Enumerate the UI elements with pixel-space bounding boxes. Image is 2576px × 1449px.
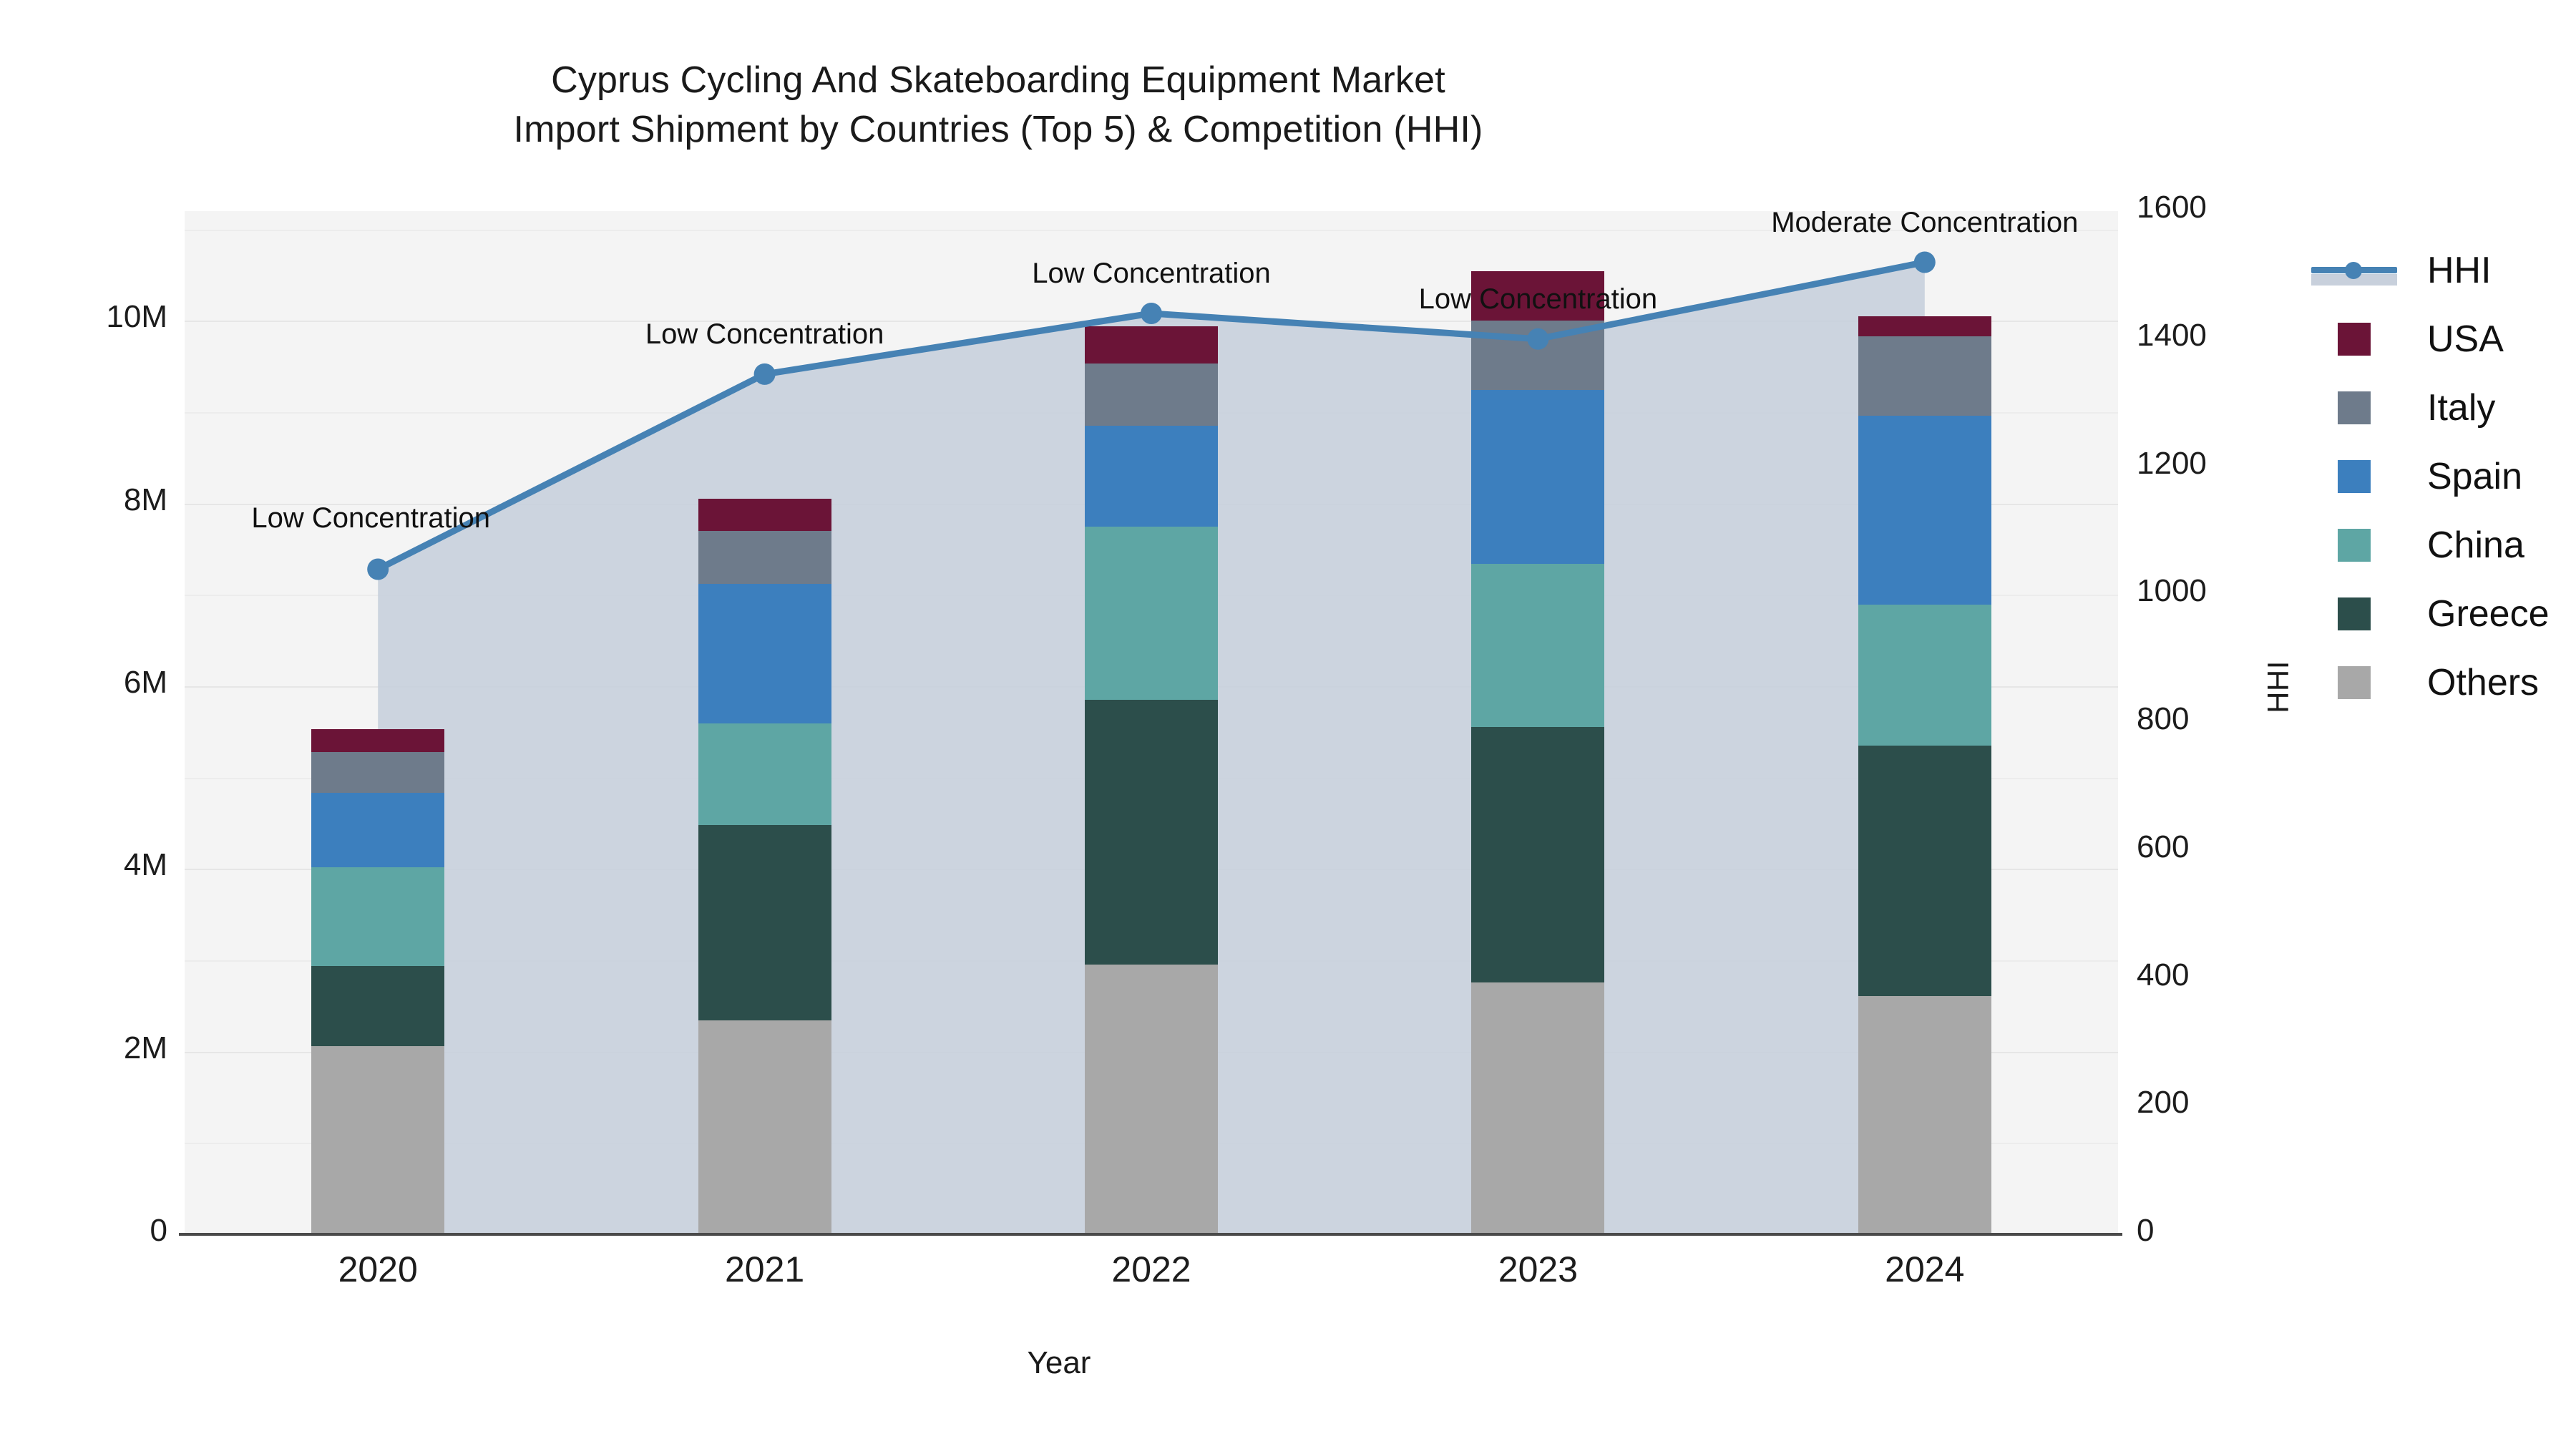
annotation-2021: Low Concentration [645,318,884,350]
y-axis-right-tick: 1000 [2137,573,2207,609]
bar-segment-greece-2020[interactable] [311,965,445,1046]
bar-segment-china-2021[interactable] [698,723,831,825]
legend-swatch-others-icon [2338,666,2371,699]
bar-group-2023[interactable] [1471,211,1605,1234]
y-axis-left-tick: 0 [150,1213,167,1248]
chart-title: Cyprus Cycling And Skateboarding Equipme… [0,56,1996,154]
bar-segment-china-2023[interactable] [1471,563,1605,728]
legend-swatch-usa-icon [2338,323,2371,356]
y-axis-right-tick: 200 [2137,1085,2190,1121]
y-axis-right-tick: 0 [2137,1213,2155,1248]
legend-swatch-wrap [2311,529,2397,562]
bar-segment-spain-2024[interactable] [1858,416,1991,605]
legend-item-usa[interactable]: USA [2311,305,2550,374]
bar-segment-china-2022[interactable] [1085,526,1218,701]
y-axis-right-tick: 1600 [2137,190,2207,225]
bar-segment-greece-2021[interactable] [698,825,831,1021]
legend-item-china[interactable]: China [2311,511,2550,580]
legend-swatch-greece-icon [2338,597,2371,630]
bar-segment-usa-2022[interactable] [1085,326,1218,364]
y-axis-left-tick: 2M [123,1030,167,1065]
legend-swatch-italy-icon [2338,391,2371,424]
legend-label: Spain [2427,456,2522,497]
bar-group-2020[interactable] [311,211,445,1234]
plot-area [185,211,2118,1236]
legend-label: China [2427,525,2524,566]
legend-label: Others [2427,662,2540,703]
legend-label: Italy [2427,387,2496,429]
legend-swatch-wrap [2311,666,2397,699]
bar-segment-china-2024[interactable] [1858,605,1991,746]
x-axis-tick-2022: 2022 [1111,1249,1191,1289]
bar-segment-greece-2024[interactable] [1858,745,1991,996]
bar-segment-italy-2022[interactable] [1085,364,1218,426]
bar-group-2021[interactable] [698,211,831,1234]
legend-item-others[interactable]: Others [2311,648,2550,717]
bar-segment-spain-2021[interactable] [698,583,831,724]
x-axis-label: Year [1027,1345,1091,1380]
legend-swatch-wrap [2311,323,2397,356]
annotation-2024: Moderate Concentration [1771,206,2079,238]
plot-inner [185,211,2118,1236]
legend-item-spain[interactable]: Spain [2311,442,2550,511]
x-axis-tick-2021: 2021 [724,1249,805,1289]
y-axis-left-tick: 8M [123,482,167,517]
bar-group-2022[interactable] [1085,211,1218,1234]
y-axis-right-label: HHI [2261,660,2295,713]
y-axis-left-tick: 10M [106,299,167,335]
bar-segment-italy-2024[interactable] [1858,336,1991,416]
legend-label: Greece [2427,593,2550,635]
bar-segment-usa-2020[interactable] [311,728,445,752]
bar-segment-others-2020[interactable] [311,1045,445,1234]
legend-item-hhi[interactable]: HHI [2311,236,2550,305]
chart-title-line-2: Import Shipment by Countries (Top 5) & C… [513,108,1483,150]
bar-segment-others-2022[interactable] [1085,965,1218,1234]
bar-segment-others-2023[interactable] [1471,982,1605,1234]
legend-swatch-china-icon [2338,529,2371,562]
chart-legend: HHI USA Italy Spain China Greece Others [2311,236,2550,717]
legend-area-fill [2311,274,2397,286]
bar-segment-greece-2023[interactable] [1471,727,1605,982]
bar-segment-spain-2020[interactable] [311,793,445,867]
bar-segment-italy-2021[interactable] [698,530,831,584]
legend-label: HHI [2427,250,2492,291]
bar-segment-spain-2023[interactable] [1471,390,1605,564]
annotation-2022: Low Concentration [1032,258,1271,289]
y-axis-left-tick: 4M [123,847,167,883]
bar-segment-italy-2020[interactable] [311,751,445,794]
bar-segment-usa-2021[interactable] [698,499,831,531]
annotation-2020: Low Concentration [251,502,490,534]
bar-segment-china-2020[interactable] [311,867,445,966]
y-axis-right-tick: 400 [2137,957,2190,992]
x-axis-tick-2023: 2023 [1498,1249,1579,1289]
bar-segment-usa-2024[interactable] [1858,316,1991,336]
y-axis-right-tick: 1400 [2137,317,2207,353]
gridline [185,229,2118,231]
legend-item-greece[interactable]: Greece [2311,580,2550,648]
bar-segment-spain-2022[interactable] [1085,426,1218,527]
x-axis-line [179,1233,2122,1236]
bar-group-2024[interactable] [1858,211,1991,1234]
y-axis-right-tick: 1200 [2137,445,2207,481]
y-axis-right-tick: 600 [2137,829,2190,864]
legend-swatch-spain-icon [2338,460,2371,493]
y-axis-right-tick: 800 [2137,701,2190,736]
legend-line-marker [2345,262,2362,279]
chart-title-line-1: Cyprus Cycling And Skateboarding Equipme… [551,59,1445,101]
annotation-2023: Low Concentration [1418,283,1658,315]
x-axis-tick-2024: 2024 [1885,1249,1965,1289]
bar-segment-others-2024[interactable] [1858,995,1991,1234]
bar-segment-others-2021[interactable] [698,1020,831,1234]
bar-segment-italy-2023[interactable] [1471,321,1605,391]
legend-swatch-wrap [2311,460,2397,493]
y-axis-left-tick: 6M [123,664,167,700]
legend-line-icon [2311,254,2397,287]
bar-segment-greece-2022[interactable] [1085,700,1218,965]
legend-swatch-wrap [2311,391,2397,424]
legend-item-italy[interactable]: Italy [2311,374,2550,442]
legend-label: USA [2427,318,2504,360]
legend-swatch-wrap [2311,597,2397,630]
x-axis-tick-2020: 2020 [338,1249,418,1289]
